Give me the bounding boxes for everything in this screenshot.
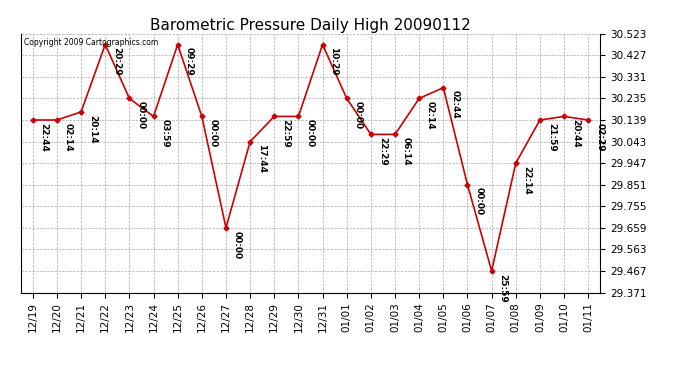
Text: 20:44: 20:44 bbox=[571, 119, 580, 148]
Text: 00:00: 00:00 bbox=[137, 101, 146, 129]
Text: 02:44: 02:44 bbox=[451, 90, 460, 119]
Text: 20:14: 20:14 bbox=[88, 115, 97, 143]
Text: 02:14: 02:14 bbox=[64, 123, 73, 152]
Text: 22:44: 22:44 bbox=[40, 123, 49, 152]
Text: 00:00: 00:00 bbox=[354, 101, 363, 129]
Text: 25:59: 25:59 bbox=[499, 274, 508, 303]
Text: 06:14: 06:14 bbox=[402, 137, 411, 166]
Text: 22:59: 22:59 bbox=[282, 119, 290, 148]
Text: 20:29: 20:29 bbox=[112, 47, 121, 76]
Text: 03:59: 03:59 bbox=[161, 119, 170, 148]
Text: 00:00: 00:00 bbox=[233, 231, 242, 259]
Text: 10:29: 10:29 bbox=[330, 47, 339, 76]
Text: 22:29: 22:29 bbox=[378, 137, 387, 166]
Text: 17:44: 17:44 bbox=[257, 144, 266, 173]
Text: 22:14: 22:14 bbox=[523, 166, 532, 195]
Text: Copyright 2009 Cartographics.com: Copyright 2009 Cartographics.com bbox=[23, 38, 158, 46]
Text: 02:29: 02:29 bbox=[595, 123, 604, 152]
Text: 21:59: 21:59 bbox=[547, 123, 556, 152]
Text: 09:29: 09:29 bbox=[185, 47, 194, 76]
Text: 00:00: 00:00 bbox=[209, 119, 218, 147]
Text: 00:00: 00:00 bbox=[306, 119, 315, 147]
Text: 02:14: 02:14 bbox=[426, 101, 435, 130]
Text: 00:00: 00:00 bbox=[475, 188, 484, 216]
Title: Barometric Pressure Daily High 20090112: Barometric Pressure Daily High 20090112 bbox=[150, 18, 471, 33]
